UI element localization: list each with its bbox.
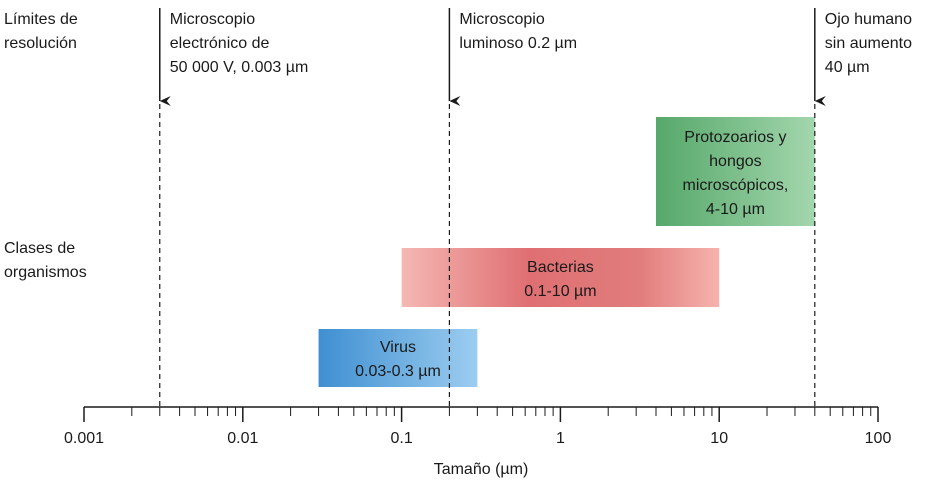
axis-title: Tamaño (µm) xyxy=(434,461,529,478)
protozoa-label-line: hongos xyxy=(709,153,762,170)
virus-band: Virus 0.03-0.3 µm xyxy=(318,329,478,387)
tick-label: 10 xyxy=(710,430,728,447)
light-microscope-limit: Microscopio luminoso 0.2 µm xyxy=(448,8,577,407)
light-microscope-label-line: luminoso 0.2 µm xyxy=(459,35,577,52)
resolution-limit-lines: Microscopio electrónico de 50 000 V, 0.003… xyxy=(159,8,912,407)
axis-tick-labels: 0.001 0.01 0.1 1 10 100 xyxy=(64,430,891,447)
protozoa-label-line: Protozoarios y xyxy=(684,129,786,146)
tick-label: 0.01 xyxy=(227,430,258,447)
organism-bands: Virus 0.03-0.3 µm Bacterias 0.1-10 µm Protoz… xyxy=(318,117,815,387)
bacteria-band: Bacterias 0.1-10 µm xyxy=(401,248,720,307)
naked-eye-label-line: sin aumento xyxy=(825,35,912,52)
size-axis: 0.001 0.01 0.1 1 10 100 Tamaño (µm) xyxy=(64,406,891,478)
protozoa-label-line: 4-10 µm xyxy=(706,201,765,218)
organisms-section-label-line2: organismos xyxy=(4,264,87,281)
tick-label: 100 xyxy=(865,430,892,447)
light-microscope-label-line: Microscopio xyxy=(459,11,544,28)
naked-eye-label-line: Ojo humano xyxy=(825,11,912,28)
tick-label: 1 xyxy=(556,430,565,447)
virus-label-line: 0.03-0.3 µm xyxy=(355,363,441,380)
bacteria-label-line: Bacterias xyxy=(527,259,594,276)
organisms-section-label-line1: Clases de xyxy=(4,240,75,257)
resolution-section-label-line2: resolución xyxy=(4,35,77,52)
resolution-section-label-line1: Límites de xyxy=(4,11,78,28)
naked-eye-limit: Ojo humano sin aumento 40 µm xyxy=(814,8,912,407)
protozoa-band: Protozoarios y hongos microscópicos, 4-10 µ… xyxy=(656,117,815,226)
axis-ticks xyxy=(83,407,879,422)
tick-label: 0.1 xyxy=(390,430,412,447)
electron-microscope-label-line: 50 000 V, 0.003 µm xyxy=(170,59,309,76)
electron-microscope-label-line: electrónico de xyxy=(170,35,270,52)
electron-microscope-limit: Microscopio electrónico de 50 000 V, 0.003… xyxy=(159,8,309,407)
protozoa-range-bar xyxy=(656,117,815,226)
tick-label: 0.001 xyxy=(64,430,104,447)
electron-microscope-label-line: Microscopio xyxy=(170,11,255,28)
naked-eye-label-line: 40 µm xyxy=(825,59,870,76)
protozoa-label-line: microscópicos, xyxy=(683,177,789,194)
bacteria-range-bar xyxy=(401,248,720,307)
virus-range-bar xyxy=(318,329,478,387)
bacteria-label-line: 0.1-10 µm xyxy=(524,283,596,300)
virus-label-line: Virus xyxy=(380,339,416,356)
